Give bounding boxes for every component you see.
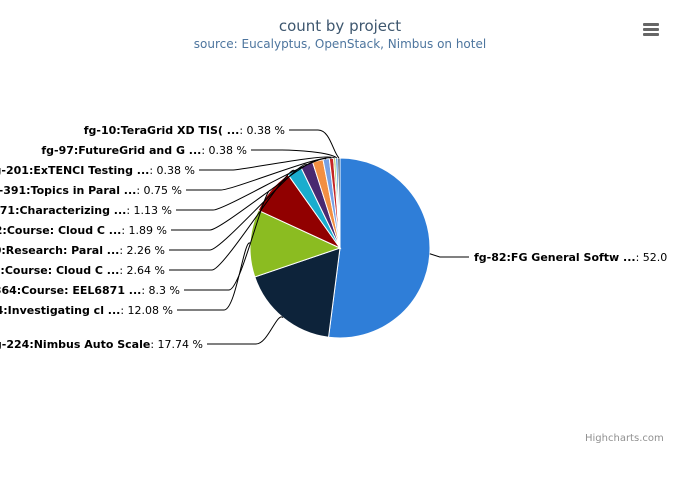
connector-line [207, 316, 284, 345]
slice-data-label: fg-364:Course: EEL6871 ...: 8.3 % [0, 189, 272, 297]
slice-data-label: fg-201:ExTENCI Testing ...: 0.38 % [0, 156, 335, 177]
chart-title: count by project [278, 17, 402, 35]
connector-line [176, 158, 327, 211]
slice-label-text: fg-364:Course: EEL6871 ...: 8.3 % [0, 284, 180, 297]
slice-label-text: fg-213:Course: Cloud C ...: 2.64 % [0, 264, 165, 277]
slice-label-text: fg-82:FG General Softw ...: 52.0 [474, 251, 667, 264]
slice-label-text: fg-10:TeraGrid XD TIS( ...: 0.38 % [84, 124, 285, 137]
slice-data-label: fg-54:Investigating cl ...: 12.08 % [0, 242, 251, 317]
slice-data-label: fg-224:Nimbus Auto Scale: 17.74 % [0, 316, 284, 351]
slice-label-text: fg-201:ExTENCI Testing ...: 0.38 % [0, 164, 195, 177]
slice-label-text: fg-362:Course: Cloud C ...: 1.89 % [0, 224, 167, 237]
slice-label-text: fg-224:Nimbus Auto Scale: 17.74 % [0, 338, 203, 351]
credits-link[interactable]: Highcharts.com [585, 433, 664, 444]
connector-line [186, 157, 332, 191]
slice-data-label: fg-362:Course: Cloud C ...: 1.89 % [0, 160, 319, 237]
slice-data-label: fg-82:FG General Softw ...: 52.0 [429, 251, 667, 264]
slice-data-label: fg-391:Topics in Paral ...: 0.75 % [0, 157, 332, 197]
chart-subtitle: source: Eucalyptus, OpenStack, Nimbus on… [193, 37, 487, 51]
slice-label-text: fg-54:Investigating cl ...: 12.08 % [0, 304, 173, 317]
slice-label-text: fg-97:FutureGrid and G ...: 0.38 % [41, 144, 247, 157]
menu-bar [643, 33, 659, 36]
slice-data-label: fg-213:Course: Cloud C ...: 2.64 % [0, 170, 295, 277]
slice-data-label: fg-371:Characterizing ...: 1.13 % [0, 158, 327, 217]
connector-line [429, 253, 469, 258]
connector-line [289, 129, 340, 159]
connector-line [177, 242, 251, 311]
slice-data-label: fg-10:TeraGrid XD TIS( ...: 0.38 % [84, 124, 340, 159]
slice-data-label: fg-340:Research: Paral ...: 2.26 % [0, 163, 308, 257]
menu-bar [643, 28, 659, 31]
menu-bar [643, 23, 659, 26]
pie-slice[interactable] [337, 157, 341, 249]
menu-icon[interactable] [640, 20, 662, 38]
connector-line [169, 163, 308, 251]
slice-label-text: fg-340:Research: Paral ...: 2.26 % [0, 244, 165, 257]
connector-line [251, 149, 338, 159]
connector-line [184, 189, 272, 291]
slice-label-text: fg-391:Topics in Paral ...: 0.75 % [0, 184, 182, 197]
slice-label-text: fg-371:Characterizing ...: 1.13 % [0, 204, 172, 217]
pie-slice[interactable] [327, 157, 431, 339]
connector-line [199, 156, 335, 171]
slice-data-label: fg-97:FutureGrid and G ...: 0.38 % [41, 144, 338, 159]
